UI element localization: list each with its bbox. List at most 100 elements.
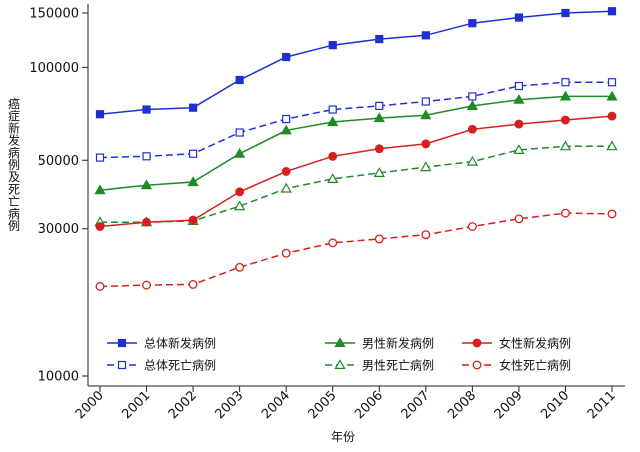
data-point (95, 282, 105, 291)
data-point (421, 230, 431, 240)
data-point (607, 111, 617, 121)
series-line (100, 145, 612, 223)
legend-item: 男性死亡病例 (325, 358, 434, 373)
data-point (421, 31, 430, 40)
series-line (99, 95, 612, 191)
series-line (99, 212, 613, 288)
data-point (95, 153, 105, 162)
data-point (421, 97, 430, 106)
legend-marker (334, 359, 346, 369)
series-6 (95, 208, 617, 291)
x-tick-label: 2001 (119, 388, 153, 422)
data-point (281, 248, 291, 258)
data-point (94, 184, 106, 195)
data-point (606, 90, 618, 101)
y-axis-title: 癌症新发病例及死亡病例 (8, 96, 20, 233)
data-point (606, 140, 618, 151)
legend-label: 男性死亡病例 (362, 358, 434, 373)
data-point (374, 234, 384, 244)
data-point (561, 208, 570, 218)
data-point (327, 116, 339, 127)
data-point (559, 140, 572, 151)
data-point (559, 90, 572, 101)
x-tick-label: 2007 (399, 388, 433, 422)
data-point (328, 105, 337, 114)
data-point (561, 8, 570, 18)
x-tick-label: 2004 (259, 388, 293, 422)
data-point (95, 222, 105, 231)
y-tick-label: 50000 (38, 154, 79, 169)
data-point (466, 155, 479, 166)
data-point (188, 279, 198, 289)
data-point (233, 200, 246, 211)
x-tick-label: 2011 (585, 388, 619, 422)
data-point (373, 112, 385, 123)
legend-label: 总体死亡病例 (144, 358, 216, 373)
series-5 (95, 111, 617, 231)
data-point (142, 280, 151, 290)
data-point (328, 41, 337, 50)
legend-label: 女性死亡病例 (499, 358, 571, 373)
legend-marker (334, 337, 346, 347)
data-point (142, 217, 151, 227)
data-point (140, 179, 153, 190)
legend-marker (117, 360, 127, 370)
x-tick-label: 2003 (212, 388, 246, 422)
data-point (607, 209, 617, 219)
data-point (607, 78, 617, 87)
data-point (280, 182, 292, 193)
series-1 (95, 7, 617, 119)
data-point (607, 7, 617, 16)
data-point (328, 151, 338, 161)
data-point (467, 124, 477, 134)
data-point (420, 161, 432, 172)
data-point (188, 149, 198, 158)
data-point (375, 34, 384, 44)
data-point (513, 93, 525, 104)
data-point (188, 215, 198, 225)
data-point (188, 103, 198, 112)
data-point (282, 52, 291, 62)
data-point (328, 238, 338, 248)
data-point (235, 75, 244, 85)
legend-item: 男性新发病例 (325, 336, 434, 351)
y-tick-label: 150000 (29, 7, 79, 22)
data-point (468, 92, 477, 101)
data-point (374, 144, 384, 154)
data-point (280, 124, 292, 135)
data-point (281, 166, 291, 176)
data-point (235, 187, 245, 197)
data-point (513, 144, 525, 154)
data-point (468, 19, 477, 28)
data-point (561, 78, 570, 87)
x-tick-label: 2009 (492, 388, 526, 422)
series-layer (94, 7, 618, 291)
data-point (467, 222, 477, 231)
data-point (373, 167, 385, 177)
data-point (235, 262, 245, 272)
series-3 (94, 90, 618, 195)
legend-label: 女性新发病例 (499, 336, 571, 351)
legend-marker (472, 360, 482, 370)
data-point (142, 152, 151, 161)
legend-marker (472, 338, 482, 348)
data-point (375, 101, 384, 111)
legend-item: 总体新发病例 (107, 336, 216, 351)
x-tick-label: 2002 (166, 388, 200, 422)
series-line (99, 115, 613, 228)
data-point (142, 105, 151, 114)
x-tick-label: 2010 (538, 388, 572, 422)
x-tick-label: 2006 (352, 388, 386, 422)
data-point (421, 139, 431, 149)
y-tick-label: 10000 (38, 370, 79, 385)
data-point (561, 115, 570, 125)
data-point (514, 81, 524, 91)
data-point (514, 13, 524, 22)
legend-label: 总体新发病例 (144, 336, 216, 351)
x-tick-label: 2000 (73, 388, 107, 422)
x-tick-label: 2005 (306, 388, 340, 422)
data-point (282, 114, 291, 124)
x-axis-title: 年份 (331, 430, 355, 444)
